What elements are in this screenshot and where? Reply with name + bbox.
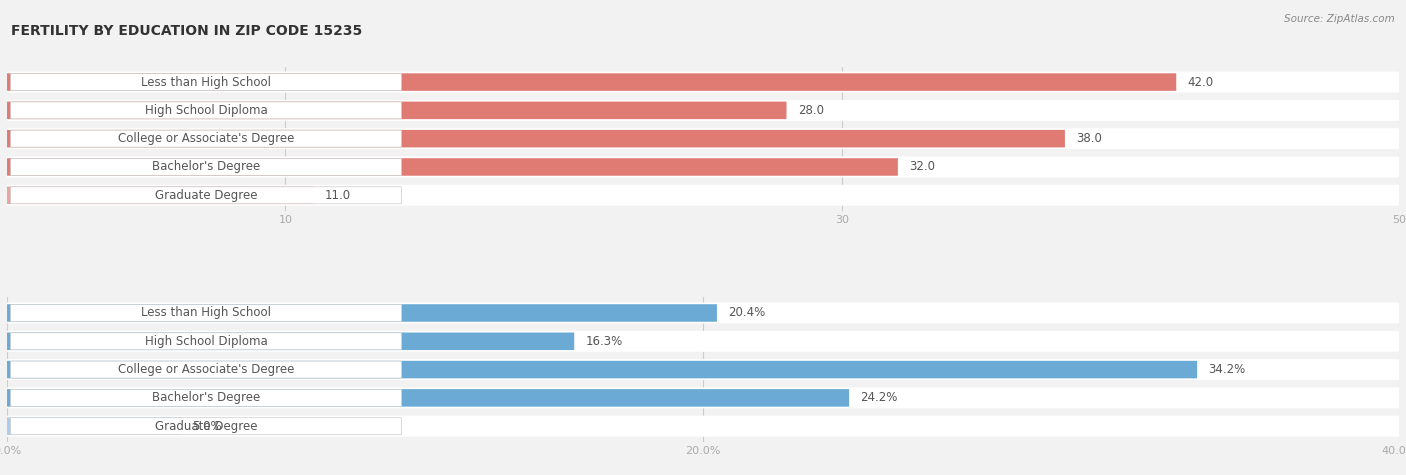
FancyBboxPatch shape [7,359,1399,380]
Text: 42.0: 42.0 [1188,76,1213,88]
Text: 5.0%: 5.0% [193,420,222,433]
FancyBboxPatch shape [7,102,786,119]
FancyBboxPatch shape [7,130,1064,147]
FancyBboxPatch shape [11,159,402,175]
FancyBboxPatch shape [7,156,1399,178]
Text: Less than High School: Less than High School [141,76,271,88]
FancyBboxPatch shape [7,187,314,204]
FancyBboxPatch shape [7,73,1177,91]
Text: 11.0: 11.0 [325,189,350,202]
FancyBboxPatch shape [7,303,1399,323]
FancyBboxPatch shape [11,130,402,147]
FancyBboxPatch shape [11,187,402,204]
FancyBboxPatch shape [10,304,402,322]
Text: 34.2%: 34.2% [1208,363,1246,376]
FancyBboxPatch shape [7,185,1399,206]
Text: Bachelor's Degree: Bachelor's Degree [152,161,260,173]
Text: 16.3%: 16.3% [585,335,623,348]
Text: Graduate Degree: Graduate Degree [155,420,257,433]
FancyBboxPatch shape [7,100,1399,121]
Text: 20.4%: 20.4% [728,306,765,320]
Text: FERTILITY BY EDUCATION IN ZIP CODE 15235: FERTILITY BY EDUCATION IN ZIP CODE 15235 [11,24,363,38]
FancyBboxPatch shape [7,388,1399,408]
Text: College or Associate's Degree: College or Associate's Degree [118,132,294,145]
Text: Less than High School: Less than High School [141,306,271,320]
FancyBboxPatch shape [10,361,402,378]
FancyBboxPatch shape [7,418,181,435]
Text: Bachelor's Degree: Bachelor's Degree [152,391,260,404]
Text: Source: ZipAtlas.com: Source: ZipAtlas.com [1284,14,1395,24]
FancyBboxPatch shape [10,418,402,435]
FancyBboxPatch shape [7,389,849,407]
FancyBboxPatch shape [7,332,574,350]
Text: 24.2%: 24.2% [860,391,897,404]
FancyBboxPatch shape [10,333,402,350]
Text: High School Diploma: High School Diploma [145,335,267,348]
FancyBboxPatch shape [7,416,1399,437]
FancyBboxPatch shape [7,72,1399,93]
FancyBboxPatch shape [7,158,898,176]
Text: College or Associate's Degree: College or Associate's Degree [118,363,294,376]
FancyBboxPatch shape [11,102,402,119]
Text: 32.0: 32.0 [910,161,935,173]
FancyBboxPatch shape [10,390,402,407]
FancyBboxPatch shape [7,361,1197,379]
FancyBboxPatch shape [7,128,1399,149]
Text: High School Diploma: High School Diploma [145,104,267,117]
FancyBboxPatch shape [7,331,1399,352]
Text: Graduate Degree: Graduate Degree [155,189,257,202]
Text: 38.0: 38.0 [1076,132,1102,145]
FancyBboxPatch shape [11,74,402,91]
Text: 28.0: 28.0 [797,104,824,117]
FancyBboxPatch shape [7,304,717,322]
